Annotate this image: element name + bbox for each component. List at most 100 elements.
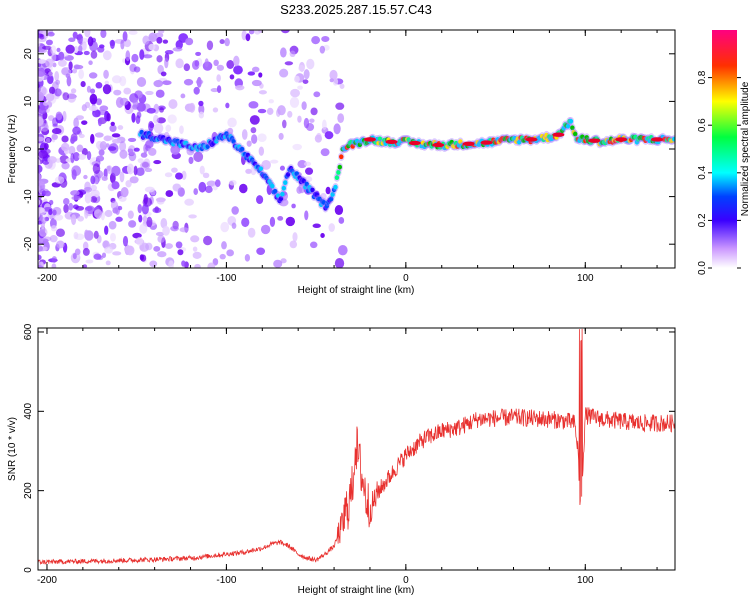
noise-blob: [50, 45, 57, 55]
noise-blob: [195, 79, 204, 85]
noise-blob: [298, 182, 306, 194]
noise-blob: [72, 253, 77, 260]
noise-blob: [280, 258, 287, 264]
noise-blob: [133, 147, 140, 152]
noise-blob: [141, 203, 149, 215]
spectrogram-y-tick-label: 0: [23, 146, 34, 152]
noise-blob: [137, 203, 143, 214]
noise-blob: [51, 256, 57, 263]
ridge-point: [406, 137, 411, 143]
noise-blob: [142, 35, 150, 45]
noise-blob: [251, 66, 260, 73]
noise-blob: [119, 149, 128, 159]
noise-blob: [129, 176, 139, 184]
noise-blob: [142, 54, 153, 59]
noise-blob: [53, 214, 64, 221]
noise-blob: [216, 85, 222, 94]
noise-blob: [199, 165, 205, 175]
noise-blob: [103, 69, 109, 79]
ridge-point: [357, 142, 363, 148]
noise-blob: [334, 204, 344, 216]
noise-blob: [62, 110, 67, 122]
noise-blob: [140, 161, 151, 170]
noise-blob: [241, 217, 250, 228]
ridge-point: [449, 139, 454, 145]
noise-blob: [198, 181, 207, 193]
noise-blob: [225, 102, 230, 109]
noise-blob: [157, 251, 167, 258]
noise-blob: [192, 251, 202, 259]
ridge-point: [283, 180, 288, 186]
noise-blob: [333, 123, 341, 135]
ridge-point: [573, 131, 578, 137]
noise-blob: [87, 36, 94, 47]
noise-blob: [309, 118, 315, 123]
noise-blob: [105, 260, 111, 266]
noise-blob: [125, 50, 131, 62]
noise-blob: [280, 30, 290, 34]
ridge-point: [258, 166, 264, 172]
noise-blob: [247, 71, 256, 76]
noise-blob: [193, 188, 199, 196]
noise-blob: [194, 263, 201, 268]
noise-blob: [128, 151, 137, 162]
noise-blob: [241, 129, 248, 140]
snr-panel: -200 -100 0 100 0 200 400 600 Height of straig…: [7, 323, 676, 596]
noise-blob: [90, 175, 96, 185]
ridge-hotspot: [552, 132, 565, 137]
noise-blob: [95, 82, 103, 89]
noise-blob: [106, 112, 111, 122]
noise-blob: [194, 60, 200, 67]
noise-blob: [56, 47, 61, 53]
noise-blob: [47, 156, 57, 164]
noise-blob: [38, 207, 41, 219]
noise-blob: [172, 47, 183, 52]
noise-blob: [303, 161, 312, 167]
noise-blob: [297, 160, 307, 169]
noise-blob: [164, 243, 173, 249]
noise-blob: [297, 115, 302, 123]
figure-title: S233.2025.287.15.57.C43: [280, 2, 432, 17]
noise-blob: [277, 105, 286, 116]
noise-blob: [72, 151, 80, 162]
noise-blob: [131, 53, 139, 63]
noise-blob: [229, 74, 235, 80]
noise-blob: [44, 190, 51, 197]
noise-blob: [256, 247, 266, 255]
noise-blob: [112, 251, 122, 256]
ridge-hotspot: [363, 137, 376, 142]
noise-blob: [63, 204, 69, 214]
noise-blob: [41, 45, 52, 50]
noise-blob: [92, 109, 101, 118]
noise-blob: [142, 215, 148, 223]
spectrogram-y-tick-label: -20: [23, 237, 34, 252]
noise-blob: [148, 120, 154, 132]
noise-blob: [220, 221, 230, 233]
noise-blob: [84, 208, 89, 219]
noise-blob: [248, 30, 255, 35]
noise-blob: [241, 30, 247, 41]
noise-blob: [139, 49, 145, 60]
noise-blob: [224, 38, 230, 47]
noise-blob: [65, 73, 71, 79]
noise-blob: [94, 132, 104, 138]
colorbar: 0.0 0.2 0.4 0.6 0.8 Normalized spectral ampl…: [697, 30, 750, 275]
noise-blob: [179, 227, 189, 233]
noise-blob: [329, 78, 335, 83]
noise-blob: [210, 87, 219, 93]
noise-blob: [102, 50, 112, 61]
noise-blob: [335, 102, 345, 110]
ridge-point: [321, 200, 327, 205]
noise-blob: [179, 125, 184, 135]
noise-blob: [110, 121, 115, 126]
noise-blob: [212, 107, 219, 113]
noise-blob: [108, 220, 117, 230]
noise-blob: [188, 214, 197, 219]
noise-blob: [93, 230, 99, 239]
ridge-point: [565, 123, 571, 129]
noise-blob: [38, 173, 42, 183]
noise-blob: [160, 71, 167, 77]
noise-blob: [38, 181, 45, 186]
noise-blob: [153, 114, 159, 124]
noise-blob: [38, 227, 48, 237]
